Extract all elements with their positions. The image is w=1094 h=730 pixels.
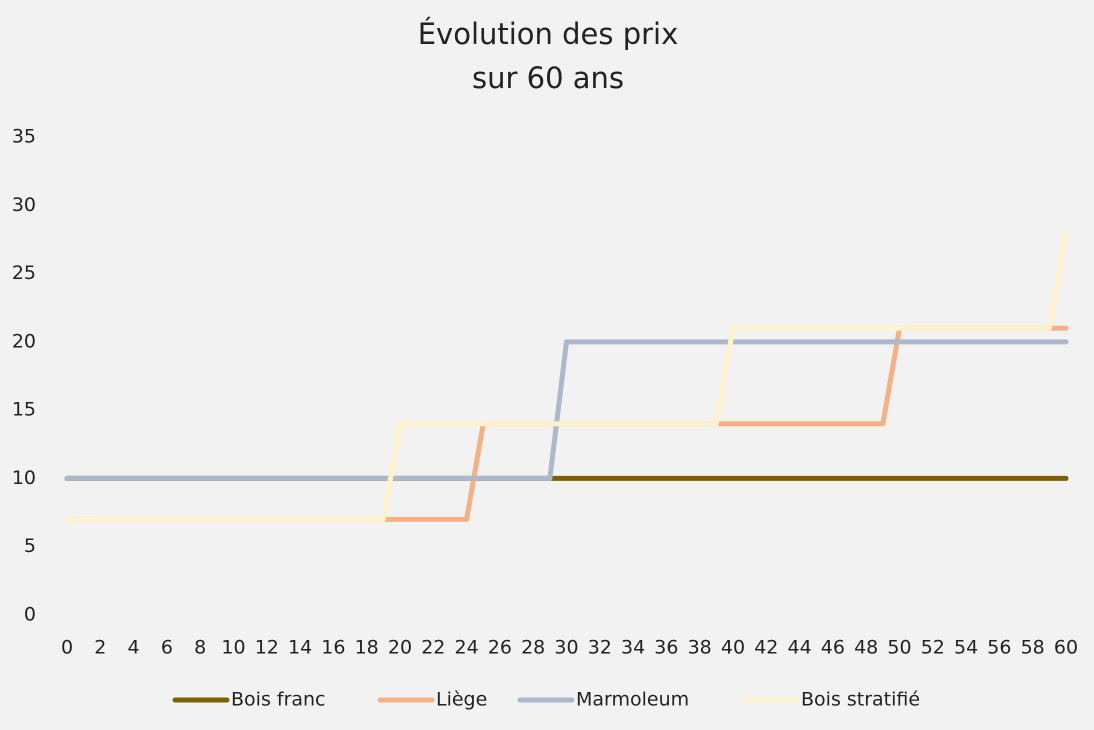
x-tick-label: 0 (61, 637, 73, 659)
x-tick-label: 32 (588, 637, 612, 659)
x-tick-label: 54 (954, 637, 978, 659)
series-line (64, 230, 1069, 522)
x-tick-label: 24 (455, 637, 479, 659)
x-tick-label: 40 (721, 637, 745, 659)
y-tick-label: 5 (24, 535, 36, 557)
x-tick-label: 38 (688, 637, 712, 659)
y-tick-label: 20 (12, 330, 36, 352)
x-tick-label: 36 (654, 637, 678, 659)
legend-label: Bois stratifié (801, 689, 920, 711)
chart-title: Évolution des prix (418, 17, 679, 51)
legend-label: Marmoleum (576, 689, 689, 711)
x-tick-label: 2 (94, 637, 106, 659)
x-tick-label: 58 (1021, 637, 1045, 659)
y-tick-label: 0 (24, 604, 36, 626)
series-line (64, 339, 1069, 481)
x-tick-label: 28 (521, 637, 545, 659)
x-tick-label: 42 (754, 637, 778, 659)
x-tick-label: 14 (288, 637, 312, 659)
x-tick-label: 30 (554, 637, 578, 659)
x-tick-label: 48 (854, 637, 878, 659)
x-tick-label: 16 (321, 637, 345, 659)
x-tick-label: 50 (887, 637, 911, 659)
y-tick-label: 35 (12, 126, 36, 148)
y-tick-label: 30 (12, 194, 36, 216)
x-tick-label: 18 (355, 637, 379, 659)
x-tick-label: 34 (621, 637, 645, 659)
x-tick-label: 56 (987, 637, 1011, 659)
x-tick-label: 10 (221, 637, 245, 659)
x-tick-label: 6 (161, 637, 173, 659)
x-tick-label: 4 (128, 637, 140, 659)
y-tick-label: 10 (12, 467, 36, 489)
x-tick-label: 60 (1054, 637, 1078, 659)
x-tick-label: 44 (788, 637, 812, 659)
legend-label: Liège (436, 689, 487, 711)
x-tick-label: 26 (488, 637, 512, 659)
x-tick-label: 22 (421, 637, 445, 659)
chart-title: sur 60 ans (472, 61, 624, 95)
x-tick-label: 12 (255, 637, 279, 659)
y-tick-label: 15 (12, 399, 36, 421)
x-tick-label: 20 (388, 637, 412, 659)
legend-label: Bois franc (231, 689, 326, 711)
y-tick-label: 25 (12, 262, 36, 284)
x-tick-label: 52 (921, 637, 945, 659)
x-tick-label: 46 (821, 637, 845, 659)
x-tick-label: 8 (194, 637, 206, 659)
